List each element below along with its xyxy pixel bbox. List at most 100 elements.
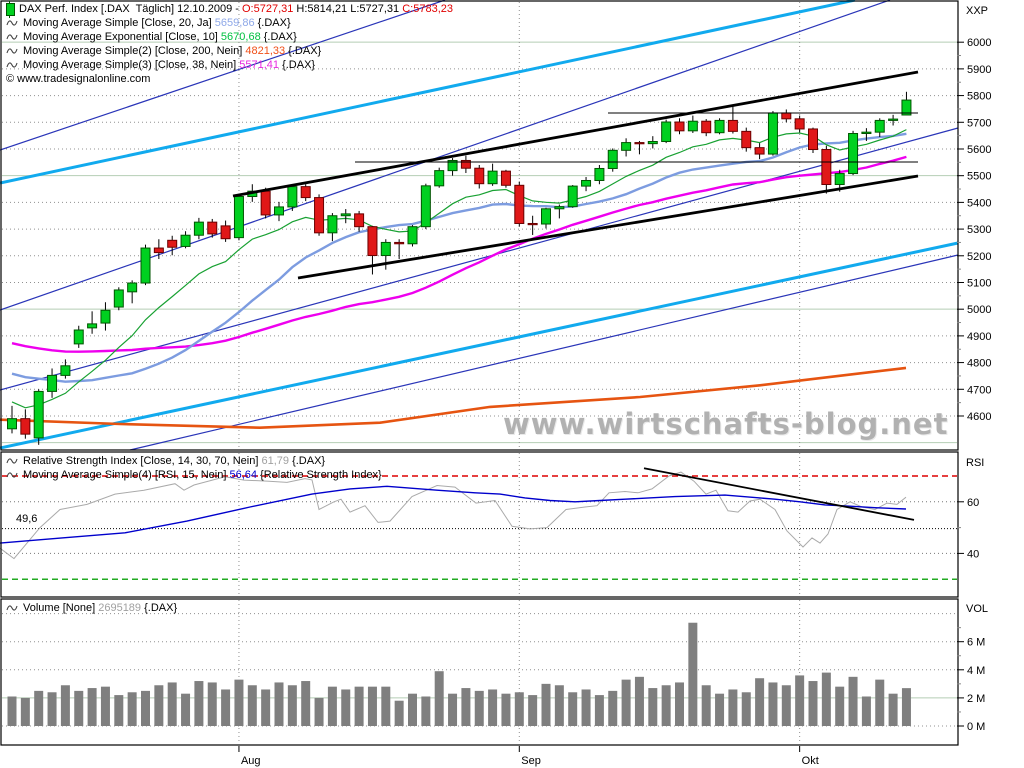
volume-bar[interactable] <box>221 689 231 726</box>
candle-up[interactable] <box>60 365 71 376</box>
volume-bar[interactable] <box>648 688 658 726</box>
candle-up[interactable] <box>233 196 244 239</box>
candle-down[interactable] <box>220 225 231 240</box>
volume-bar[interactable] <box>327 686 337 726</box>
volume-bar[interactable] <box>501 693 511 726</box>
candle-up[interactable] <box>567 185 578 208</box>
candle-down[interactable] <box>500 170 511 186</box>
volume-bar[interactable] <box>528 695 538 726</box>
volume-bar[interactable] <box>354 686 364 726</box>
candle-down[interactable] <box>781 112 792 120</box>
candle-down[interactable] <box>527 222 538 226</box>
candle-up[interactable] <box>87 323 98 329</box>
candle-up[interactable] <box>100 309 111 324</box>
candle-up[interactable] <box>594 167 605 181</box>
volume-bar[interactable] <box>634 676 644 726</box>
volume-bar[interactable] <box>394 700 404 726</box>
volume-bar[interactable] <box>688 622 698 726</box>
candle-up[interactable] <box>113 289 124 308</box>
volume-bar[interactable] <box>314 697 324 726</box>
price-axis[interactable]: XXP 6000 5900 5800 5700 5600 5500 5400 5300 5200 5… <box>957 5 991 733</box>
candle-up[interactable] <box>607 149 618 169</box>
volume-bar[interactable] <box>474 690 484 726</box>
volume-bar[interactable] <box>87 688 97 726</box>
volume-bar[interactable] <box>408 693 417 726</box>
candle-up[interactable] <box>193 221 204 236</box>
time-axis[interactable]: Aug Sep Okt <box>238 746 819 767</box>
volume-bar[interactable] <box>715 693 725 726</box>
candle-up[interactable] <box>888 118 899 121</box>
main-legend-row[interactable]: Moving Average Simple [Close, 20, Ja] 56… <box>6 16 453 30</box>
volume-bar[interactable] <box>835 686 845 726</box>
volume-bar[interactable] <box>514 692 524 726</box>
black-trend-channel[interactable] <box>232 70 919 280</box>
candle-up[interactable] <box>714 119 725 134</box>
volume-bar[interactable] <box>861 696 871 726</box>
candle-down[interactable] <box>167 239 178 248</box>
candle-up[interactable] <box>47 374 58 392</box>
volume-bar[interactable] <box>154 685 164 726</box>
moving-average-lines[interactable] <box>0 129 907 430</box>
volume-bar[interactable] <box>34 690 44 726</box>
candle-up[interactable] <box>7 418 17 430</box>
volume-bar[interactable] <box>594 695 604 726</box>
volume-bar[interactable] <box>301 681 311 726</box>
volume-bar[interactable] <box>274 682 284 726</box>
candle-down[interactable] <box>314 197 325 234</box>
volume-bar[interactable] <box>114 695 124 726</box>
volume-bar[interactable] <box>167 682 177 726</box>
candle-up[interactable] <box>834 173 845 185</box>
candle-up[interactable] <box>327 215 338 234</box>
candle-down[interactable] <box>821 149 832 185</box>
candle-down[interactable] <box>474 167 485 185</box>
main-legend-row[interactable]: Moving Average Simple(3) [Close, 38, Nei… <box>6 58 453 72</box>
candle-up[interactable] <box>647 141 658 145</box>
volume-bar[interactable] <box>234 679 244 726</box>
volume-bar[interactable] <box>768 682 778 726</box>
volume-bar[interactable] <box>448 693 458 726</box>
candle-up[interactable] <box>901 99 912 116</box>
volume-bar[interactable] <box>728 689 738 726</box>
candle-down[interactable] <box>634 142 645 145</box>
candle-down[interactable] <box>394 241 405 245</box>
candle-up[interactable] <box>487 170 498 185</box>
volume-bar[interactable] <box>341 689 351 726</box>
volume-bar[interactable] <box>421 696 431 726</box>
candle-up[interactable] <box>447 159 458 172</box>
volume-bar[interactable] <box>848 676 858 726</box>
volume-bar[interactable] <box>621 679 631 726</box>
volume-bar[interactable] <box>608 690 618 726</box>
volume-bar[interactable] <box>194 681 204 726</box>
main-legend-row[interactable]: © www.tradesignalonline.com <box>6 72 453 86</box>
candle-up[interactable] <box>274 206 284 216</box>
volume-bar[interactable] <box>888 693 898 726</box>
volume-bar[interactable] <box>381 686 391 726</box>
volume-bar[interactable] <box>488 689 498 726</box>
volume-bar[interactable] <box>7 696 17 726</box>
candle-up[interactable] <box>861 131 872 134</box>
candle-down[interactable] <box>354 213 365 228</box>
volume-bar[interactable] <box>661 685 671 726</box>
candle-down[interactable] <box>754 147 765 155</box>
candle-up[interactable] <box>874 119 885 133</box>
volume-bar[interactable] <box>287 685 297 726</box>
volume-bar[interactable] <box>568 692 578 726</box>
rsi-legend-row[interactable]: Relative Strength Index [Close, 14, 30, … <box>6 454 382 468</box>
main-legend-row[interactable]: DAX Perf. Index [.DAX Täglich] 12.10.200… <box>6 0 453 18</box>
volume-bar[interactable] <box>100 686 110 726</box>
volume-bar[interactable] <box>875 679 885 726</box>
candle-up[interactable] <box>661 121 672 143</box>
volume-bar[interactable] <box>127 692 137 726</box>
candle-down[interactable] <box>727 119 738 132</box>
volume-bar[interactable] <box>755 678 765 726</box>
candle-down[interactable] <box>207 221 218 235</box>
candle-down[interactable] <box>20 418 31 435</box>
candle-up[interactable] <box>767 112 778 155</box>
candle-down[interactable] <box>153 247 164 254</box>
volume-bar[interactable] <box>261 689 271 726</box>
volume-panel[interactable] <box>2 613 957 727</box>
volume-bar[interactable] <box>901 688 911 726</box>
volume-bar[interactable] <box>741 692 751 726</box>
volume-bar[interactable] <box>74 690 84 726</box>
